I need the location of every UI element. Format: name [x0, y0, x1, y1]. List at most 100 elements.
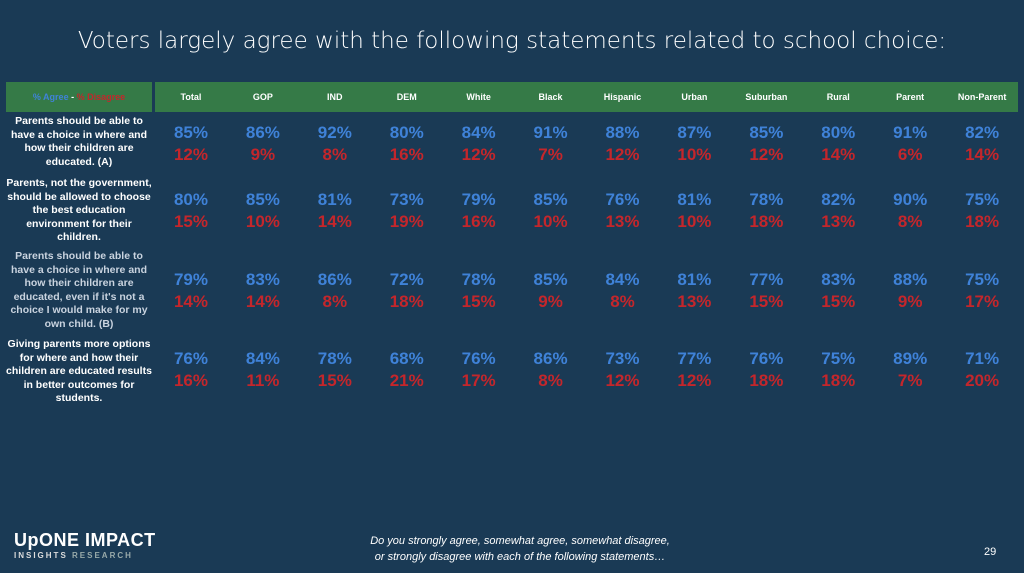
legend-disagree: % Disagree: [76, 92, 126, 102]
agree-value: 88%: [893, 270, 928, 289]
agree-value: 82%: [821, 190, 856, 209]
agree-value: 76%: [461, 349, 496, 368]
statement-label: Parents, not the government, should be a…: [6, 177, 152, 243]
disagree-value: 12%: [605, 371, 640, 390]
disagree-value: 9%: [897, 292, 923, 311]
agree-value: 78%: [461, 270, 496, 289]
agree-value: 82%: [965, 123, 1000, 142]
disagree-value: 16%: [173, 371, 208, 390]
agree-value: 85%: [749, 123, 784, 142]
column-header: Rural: [826, 92, 850, 102]
agree-value: 80%: [389, 123, 424, 142]
agree-value: 79%: [173, 270, 208, 289]
disagree-value: 19%: [389, 212, 424, 231]
disagree-value: 12%: [749, 145, 784, 164]
agree-value: 76%: [749, 349, 784, 368]
disagree-value: 12%: [173, 145, 208, 164]
disagree-value: 10%: [245, 212, 280, 231]
agree-value: 78%: [317, 349, 352, 368]
agree-value: 83%: [245, 270, 280, 289]
agree-value: 87%: [677, 123, 712, 142]
logo-main: UpONE IMPACT: [14, 530, 156, 550]
disagree-value: 17%: [461, 371, 496, 390]
question-line-2: or strongly disagree with each of the fo…: [374, 551, 666, 563]
agree-value: 91%: [893, 123, 928, 142]
agree-value: 86%: [317, 270, 352, 289]
agree-value: 92%: [317, 123, 352, 142]
disagree-value: 14%: [317, 212, 352, 231]
disagree-value: 10%: [677, 212, 712, 231]
agree-value: 79%: [461, 190, 496, 209]
agree-value: 85%: [533, 270, 568, 289]
disagree-value: 18%: [749, 212, 784, 231]
agree-value: 73%: [389, 190, 424, 209]
disagree-value: 9%: [250, 145, 276, 164]
column-header: DEM: [396, 92, 417, 102]
disagree-value: 12%: [677, 371, 712, 390]
column-header: Hispanic: [603, 92, 642, 102]
disagree-value: 10%: [677, 145, 712, 164]
statement-label: Parents should be able to have a choice …: [10, 250, 148, 330]
agree-value: 88%: [605, 123, 640, 142]
agree-value: 81%: [677, 190, 712, 209]
agree-value: 75%: [965, 270, 1000, 289]
disagree-value: 13%: [605, 212, 640, 231]
disagree-value: 8%: [322, 292, 348, 311]
logo-sub-left: INSIGHTS: [14, 551, 68, 560]
column-header: Urban: [681, 92, 708, 102]
disagree-value: 14%: [965, 145, 1000, 164]
disagree-value: 20%: [965, 371, 1000, 390]
agree-value: 75%: [821, 349, 856, 368]
column-header: IND: [327, 92, 343, 102]
agree-value: 76%: [605, 190, 640, 209]
agree-value: 85%: [245, 190, 280, 209]
legend-agree: % Agree: [32, 92, 69, 102]
agree-value: 81%: [677, 270, 712, 289]
legend: % Agree - % Disagree: [6, 82, 152, 112]
agree-value: 72%: [389, 270, 424, 289]
slide-title: Voters largely agree with the following …: [77, 28, 947, 54]
agree-value: 89%: [893, 349, 928, 368]
agree-value: 85%: [533, 190, 568, 209]
disagree-value: 15%: [749, 292, 784, 311]
disagree-value: 16%: [389, 145, 424, 164]
column-header: Non-Parent: [957, 92, 1007, 102]
legend-separator: -: [68, 92, 77, 102]
agree-value: 81%: [317, 190, 352, 209]
disagree-value: 15%: [821, 292, 856, 311]
logo: UpONE IMPACT INSIGHTS RESEARCH: [14, 530, 156, 560]
column-header: Black: [538, 92, 563, 102]
disagree-value: 10%: [533, 212, 568, 231]
disagree-value: 8%: [538, 371, 563, 390]
disagree-value: 21%: [389, 371, 424, 390]
question-line-1: Do you strongly agree, somewhat agree, s…: [370, 535, 670, 547]
disagree-value: 18%: [821, 371, 856, 390]
agree-value: 68%: [389, 349, 424, 368]
disagree-value: 7%: [897, 371, 923, 390]
agree-value: 75%: [965, 190, 1000, 209]
agree-value: 90%: [893, 190, 928, 209]
disagree-value: 7%: [538, 145, 563, 164]
column-header: Suburban: [745, 92, 788, 102]
disagree-value: 12%: [461, 145, 496, 164]
agree-value: 77%: [677, 349, 712, 368]
agree-value: 77%: [749, 270, 784, 289]
agree-value: 84%: [245, 349, 280, 368]
agree-value: 84%: [605, 270, 640, 289]
agree-value: 84%: [461, 123, 496, 142]
statement-label: Parents should be able to have a choice …: [11, 115, 147, 168]
column-header: White: [466, 92, 491, 102]
agree-value: 91%: [533, 123, 568, 142]
disagree-value: 14%: [821, 145, 856, 164]
agree-value: 85%: [173, 123, 208, 142]
agree-value: 83%: [821, 270, 856, 289]
statement-label: Giving parents more options for where an…: [6, 338, 152, 404]
disagree-value: 11%: [246, 371, 280, 390]
disagree-value: 14%: [173, 292, 208, 311]
disagree-value: 8%: [897, 212, 923, 231]
disagree-value: 6%: [897, 145, 923, 164]
agree-value: 78%: [749, 190, 784, 209]
agree-value: 73%: [605, 349, 640, 368]
disagree-value: 13%: [677, 292, 712, 311]
disagree-value: 12%: [605, 145, 640, 164]
